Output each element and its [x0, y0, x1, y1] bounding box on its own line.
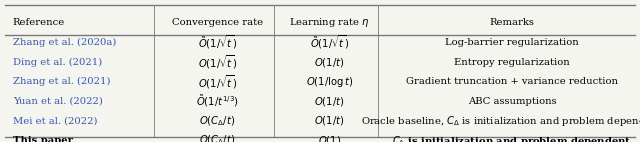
Text: Log-barrier regularization: Log-barrier regularization: [445, 38, 579, 47]
Text: Entropy regularization: Entropy regularization: [454, 58, 570, 67]
Text: Zhang et al. (2021): Zhang et al. (2021): [13, 77, 110, 86]
Text: ABC assumptions: ABC assumptions: [468, 97, 556, 106]
Text: Remarks: Remarks: [490, 17, 534, 27]
Text: Convergence rate: Convergence rate: [172, 17, 263, 27]
Text: Mei et al. (2022): Mei et al. (2022): [13, 116, 97, 126]
Text: $O(C_\Delta/t)$: $O(C_\Delta/t)$: [200, 114, 236, 128]
Text: Gradient truncation + variance reduction: Gradient truncation + variance reduction: [406, 77, 618, 86]
Text: $C_\Delta$ is initialization and problem dependent: $C_\Delta$ is initialization and problem…: [392, 134, 632, 142]
Text: $O(1/t)$: $O(1/t)$: [314, 114, 345, 128]
Text: Reference: Reference: [13, 17, 65, 27]
Text: $O(1/\log t)$: $O(1/\log t)$: [306, 75, 353, 89]
Text: Ding et al. (2021): Ding et al. (2021): [13, 58, 102, 67]
Text: This paper: This paper: [13, 136, 73, 142]
Text: $O(C_\Delta/t)$: $O(C_\Delta/t)$: [200, 134, 236, 142]
Text: $O(1/t)$: $O(1/t)$: [314, 56, 345, 69]
Text: Zhang et al. (2020a): Zhang et al. (2020a): [13, 38, 116, 47]
Text: $\tilde{O}(1/t^{1/3})$: $\tilde{O}(1/t^{1/3})$: [196, 93, 239, 109]
Text: $O(1/t)$: $O(1/t)$: [314, 95, 345, 108]
Text: $\tilde{O}(1/\sqrt{t})$: $\tilde{O}(1/\sqrt{t})$: [310, 34, 349, 51]
Text: $O(1/\sqrt{t})$: $O(1/\sqrt{t})$: [198, 73, 237, 91]
Text: $O(1)$: $O(1)$: [318, 134, 341, 142]
Text: $O(1/\sqrt{t})$: $O(1/\sqrt{t})$: [198, 53, 237, 71]
Text: $\tilde{O}(1/\sqrt{t})$: $\tilde{O}(1/\sqrt{t})$: [198, 34, 237, 51]
Text: Yuan et al. (2022): Yuan et al. (2022): [13, 97, 102, 106]
Text: Oracle baseline, $C_\Delta$ is initialization and problem dependent: Oracle baseline, $C_\Delta$ is initializ…: [361, 114, 640, 128]
Text: Learning rate $\eta$: Learning rate $\eta$: [289, 15, 370, 29]
